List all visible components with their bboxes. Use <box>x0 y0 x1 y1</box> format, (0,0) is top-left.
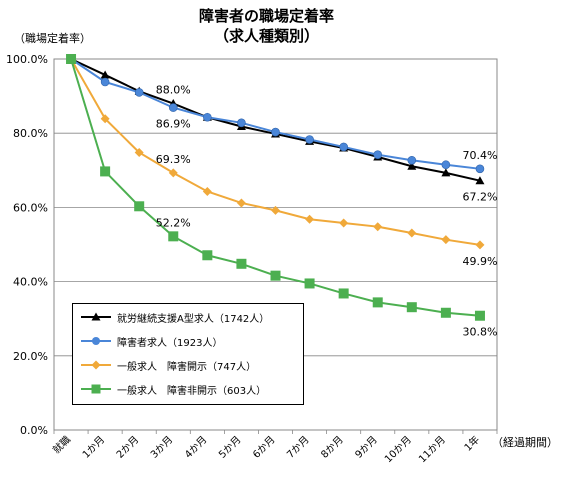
data-point <box>441 160 451 170</box>
x-tick-label: 8か月 <box>319 434 346 461</box>
data-point <box>100 70 110 79</box>
legend-label: 一般求人 障害非開示（603人） <box>117 385 267 397</box>
legend-label: 就労継続支援A型求人（1742人） <box>117 313 270 325</box>
legend-marker <box>81 360 111 370</box>
legend-label: 障害者求人（1923人） <box>117 337 223 349</box>
data-point <box>236 258 247 269</box>
x-tick-label: 10か月 <box>382 434 414 466</box>
x-tick-label: 9か月 <box>353 434 380 461</box>
data-point <box>270 270 281 281</box>
data-point <box>271 205 280 215</box>
data-label: 69.3% <box>156 153 191 166</box>
data-point <box>134 201 145 212</box>
data-point <box>202 186 212 196</box>
legend-item: 一般求人 障害開示（747人） <box>79 356 256 374</box>
x-axis-label: （経過期間） <box>492 436 558 449</box>
legend: 就労継続支援A型求人（1742人） 障害者求人（1923人） 一般求人 障害開示… <box>72 303 304 405</box>
x-tick-label: 1年 <box>461 433 482 454</box>
data-point <box>202 250 213 261</box>
data-point <box>271 127 280 137</box>
data-label: 52.2% <box>156 216 191 229</box>
data-point <box>373 150 383 160</box>
data-point <box>407 155 417 165</box>
data-point <box>304 278 315 289</box>
data-point <box>372 297 383 308</box>
data-point <box>66 54 77 64</box>
data-point <box>100 166 111 177</box>
legend-marker <box>81 337 111 345</box>
data-point <box>338 288 349 299</box>
y-axis-label: （職場定着率） <box>14 32 91 45</box>
x-tick-label: 11か月 <box>416 434 448 466</box>
y-tick-label: 40.0% <box>13 276 48 289</box>
data-label: 88.0% <box>156 84 191 97</box>
x-tick-label: 7か月 <box>285 434 312 461</box>
legend-item: 障害者求人（1923人） <box>79 332 222 350</box>
data-point <box>406 302 417 313</box>
x-tick-label: 1か月 <box>80 434 107 461</box>
chart-subtitle: （求人種類別） <box>213 27 319 45</box>
x-tick-label: 就職 <box>50 433 73 456</box>
data-point <box>339 142 348 152</box>
data-point <box>440 307 451 318</box>
legend-marker <box>81 384 111 394</box>
y-tick-label: 20.0% <box>13 350 48 363</box>
data-label: 86.9% <box>156 118 191 131</box>
y-tick-label: 0.0% <box>20 424 48 437</box>
data-label: 49.9% <box>462 255 497 268</box>
x-tick-label: 5か月 <box>216 434 243 461</box>
x-tick-label: 2か月 <box>114 434 141 461</box>
data-label: 30.8% <box>462 326 497 339</box>
legend-label: 一般求人 障害開示（747人） <box>117 361 257 373</box>
data-point <box>134 88 144 97</box>
data-point <box>373 222 383 232</box>
data-point <box>168 168 178 178</box>
data-point <box>168 103 178 112</box>
data-point <box>339 218 349 228</box>
data-label: 70.4% <box>462 149 497 162</box>
data-point <box>100 77 110 87</box>
x-tick-label: 6か月 <box>250 434 277 461</box>
data-point <box>237 118 246 128</box>
data-point <box>407 161 417 170</box>
legend-item: 一般求人 障害非開示（603人） <box>79 380 266 398</box>
data-label: 67.2% <box>462 191 497 204</box>
legend-item: 就労継続支援A型求人（1742人） <box>79 308 269 326</box>
data-point <box>441 168 451 177</box>
data-point <box>203 112 212 122</box>
data-point <box>305 214 315 224</box>
x-tick-label: 4か月 <box>182 434 209 461</box>
data-point <box>168 231 179 242</box>
data-point <box>100 114 110 124</box>
data-point <box>305 135 314 144</box>
y-tick-label: 80.0% <box>13 127 48 140</box>
data-point <box>475 240 485 250</box>
legend-marker <box>81 312 111 321</box>
y-tick-label: 60.0% <box>13 201 48 214</box>
data-point <box>236 198 246 208</box>
data-point <box>475 164 485 174</box>
data-point <box>407 228 417 238</box>
x-tick-label: 3か月 <box>148 434 175 461</box>
data-point <box>134 147 144 157</box>
y-tick-label: 100.0% <box>6 53 48 66</box>
data-point <box>441 235 451 245</box>
data-point <box>475 176 485 185</box>
chart-title: 障害者の職場定着率 <box>198 7 334 25</box>
data-point <box>474 310 485 321</box>
